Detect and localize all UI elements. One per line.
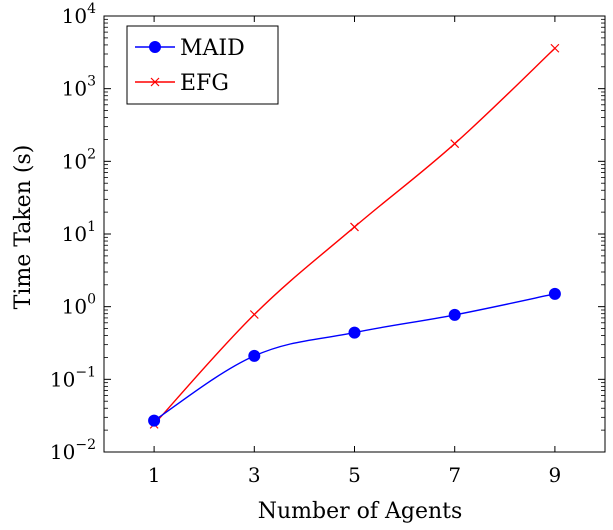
y-tick-label: 102 [62,146,96,173]
y-tick-label: 101 [62,219,96,246]
legend-entry-efg: EFG [135,71,229,96]
data-point-efg [249,310,259,319]
legend: MAID EFG [126,25,279,105]
legend-box [126,25,279,105]
y-tick-label: 10−1 [50,364,96,391]
cross-stroke [249,310,259,319]
series-line-efg [153,47,556,425]
x-tick-label: 5 [348,463,361,487]
legend-label-maid: MAID [180,36,245,61]
data-point-maid [248,349,261,362]
data-point-efg [550,43,560,53]
x-tick-label: 7 [448,463,461,487]
legend-marker-maid [149,41,161,53]
y-tick-label: 104 [62,1,96,28]
x-tick-label: 9 [549,463,562,487]
x-tick-label: 1 [148,463,161,487]
y-tick-label: 100 [62,292,96,319]
x-tick-label: 3 [248,463,261,487]
data-point-maid [148,414,161,427]
data-point-maid [448,308,461,321]
plot-area: 1 3 5 7 9 10−2 10−1 100 101 102 103 104 [50,1,606,487]
y-tick-label: 10−2 [50,437,96,464]
x-axis-label: Number of Agents [258,499,463,524]
y-tick-label: 103 [62,74,96,101]
legend-marker-efg [150,77,160,87]
y-axis-label: Time Taken (s) [11,145,36,310]
data-point-efg [450,139,460,149]
data-point-maid [548,287,561,300]
cross-stroke [150,77,160,87]
cross-stroke [550,43,560,53]
data-point-maid [348,326,361,339]
legend-label-efg: EFG [180,71,229,96]
cross-stroke [450,139,460,149]
cross-stroke [350,222,359,232]
data-point-efg [350,222,359,232]
legend-entry-maid: MAID [135,36,245,61]
